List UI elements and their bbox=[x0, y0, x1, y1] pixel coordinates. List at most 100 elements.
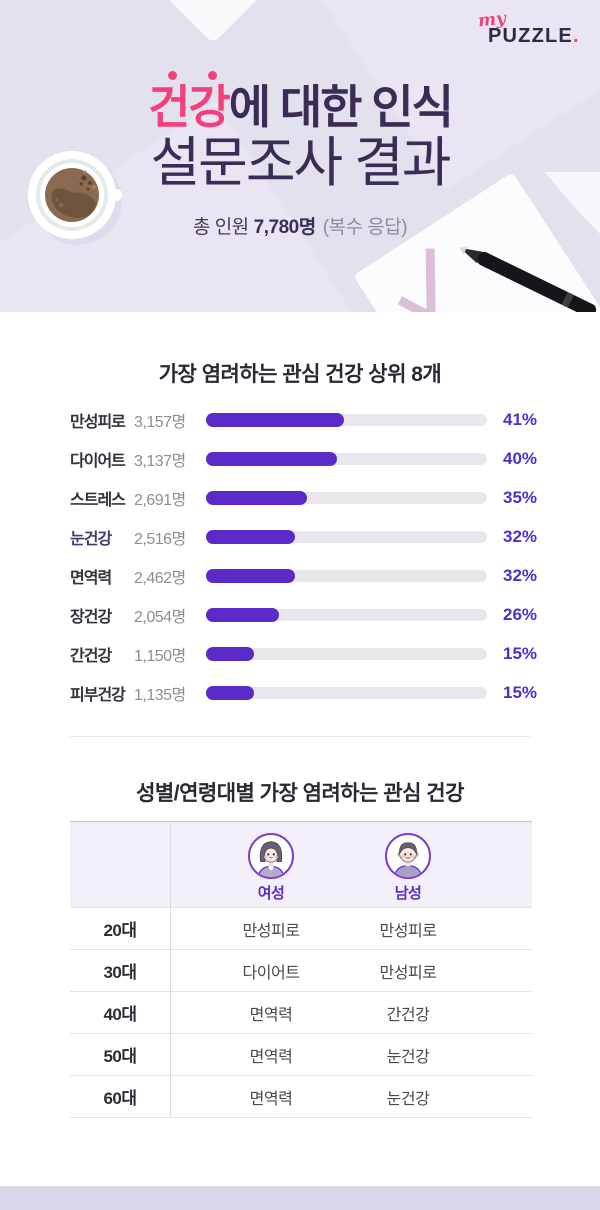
bar-chart: 만성피로 3,157명 41% 다이어트 3,137명 40% 스트레스 2,6… bbox=[0, 400, 600, 712]
chart-bar-fill bbox=[206, 529, 295, 544]
table-female-cell: 면역력 bbox=[171, 992, 371, 1033]
chart-count-label: 1,150명 bbox=[134, 647, 186, 665]
female-value: 면역력 bbox=[249, 1090, 293, 1108]
table-body: 20대 만성피로 만성피로 30대 다이어트 만성피로 40대 면역력 간건강 … bbox=[70, 907, 532, 1117]
table-female-cell: 면역력 bbox=[171, 1034, 371, 1075]
male-value: 눈건강 bbox=[386, 1090, 430, 1108]
chart-percent-label: 15% bbox=[503, 682, 538, 702]
chart-percent-label: 15% bbox=[503, 643, 538, 663]
female-avatar-icon bbox=[248, 833, 294, 879]
chart-count-label: 2,516명 bbox=[134, 530, 186, 548]
table-header-male-cell: 남성 bbox=[371, 822, 445, 907]
chart-category-label: 다이어트 bbox=[70, 452, 126, 470]
chart-bar-fill bbox=[206, 685, 254, 700]
coffee-cup-icon bbox=[28, 151, 122, 245]
chart-row: 간건강 1,150명 15% bbox=[0, 634, 600, 673]
table-age-cell: 40대 bbox=[70, 992, 171, 1033]
chart-title: 가장 염려하는 관심 건강 상위 8개 bbox=[158, 363, 442, 386]
table-male-cell: 간건강 bbox=[371, 992, 445, 1033]
table-age-cell: 30대 bbox=[70, 950, 171, 991]
gender-age-table: 여성 bbox=[70, 821, 532, 1118]
chart-bar-fill bbox=[206, 451, 337, 466]
total-value: 7,780명 bbox=[253, 217, 317, 238]
chart-bar-fill bbox=[206, 646, 254, 661]
female-value: 만성피로 bbox=[242, 922, 300, 940]
table-row: 20대 만성피로 만성피로 bbox=[70, 907, 532, 949]
chart-bar-fill bbox=[206, 568, 295, 583]
total-label: 총 인원 bbox=[192, 217, 249, 238]
male-avatar-icon bbox=[385, 833, 431, 879]
chart-row: 장건강 2,054명 26% bbox=[0, 595, 600, 634]
table-female-cell: 면역력 bbox=[171, 1076, 371, 1117]
chart-row: 면역력 2,462명 32% bbox=[0, 556, 600, 595]
table-female-cell: 다이어트 bbox=[171, 950, 371, 991]
age-label: 50대 bbox=[103, 1047, 137, 1066]
table-male-cell: 만성피로 bbox=[371, 908, 445, 949]
table-age-cell: 20대 bbox=[70, 908, 171, 949]
section-divider bbox=[70, 736, 530, 737]
title-line1: 건강 에 대한 인식 bbox=[0, 71, 600, 133]
chart-category-label: 피부건강 bbox=[70, 686, 126, 704]
chart-count-label: 3,137명 bbox=[134, 452, 186, 470]
chart-count-label: 2,054명 bbox=[134, 608, 186, 626]
male-value: 간건강 bbox=[386, 1006, 430, 1024]
chart-count-label: 3,157명 bbox=[134, 413, 186, 431]
table-row: 30대 다이어트 만성피로 bbox=[70, 949, 532, 991]
chart-row: 눈건강 2,516명 32% bbox=[0, 517, 600, 556]
chart-percent-label: 40% bbox=[503, 448, 538, 468]
chart-percent-label: 41% bbox=[503, 409, 538, 429]
main-title: 건강 에 대한 인식 설문조사 결과 bbox=[0, 71, 600, 193]
gender-age-table-section: 성별/연령대별 가장 염려하는 관심 건강 bbox=[0, 737, 600, 1118]
logo-wordmark: PUZZLE. bbox=[488, 25, 580, 48]
header-banner: my PUZZLE. bbox=[0, 0, 600, 312]
chart-percent-label: 35% bbox=[503, 487, 538, 507]
title-rest-text: 에 대한 인식 bbox=[228, 81, 454, 133]
table-row: 40대 면역력 간건강 bbox=[70, 991, 532, 1033]
chart-bar-track bbox=[206, 412, 487, 427]
chart-bar-track bbox=[206, 490, 487, 505]
logo-name-text: PUZZLE bbox=[488, 25, 573, 47]
chart-bar-fill bbox=[206, 412, 344, 427]
age-label: 20대 bbox=[103, 921, 137, 940]
table-row: 60대 면역력 눈건강 bbox=[70, 1075, 532, 1117]
table-title: 성별/연령대별 가장 염려하는 관심 건강 bbox=[136, 782, 464, 805]
chart-bar-track bbox=[206, 607, 487, 622]
table-header-female-cell: 여성 bbox=[171, 822, 371, 907]
table-male-cell: 눈건강 bbox=[371, 1034, 445, 1075]
female-value: 면역력 bbox=[249, 1048, 293, 1066]
brand-logo: my PUZZLE. bbox=[472, 9, 584, 56]
title-highlight-text: 건강 bbox=[148, 81, 231, 133]
table-header-age-cell bbox=[70, 822, 171, 907]
chart-bar-track bbox=[206, 646, 487, 661]
table-age-cell: 60대 bbox=[70, 1076, 171, 1117]
male-value: 만성피로 bbox=[379, 922, 437, 940]
survey-paper-pen-decoration bbox=[355, 172, 600, 312]
logo-dot: . bbox=[572, 25, 580, 47]
top8-chart-section: 가장 염려하는 관심 건강 상위 8개 만성피로 3,157명 41% 다이어트… bbox=[0, 312, 600, 712]
chart-row: 스트레스 2,691명 35% bbox=[0, 478, 600, 517]
accent-dot bbox=[168, 71, 178, 80]
table-row: 50대 면역력 눈건강 bbox=[70, 1033, 532, 1075]
chart-category-label: 면역력 bbox=[70, 569, 112, 587]
chart-row: 다이어트 3,137명 40% bbox=[0, 439, 600, 478]
chart-category-label: 장건강 bbox=[70, 608, 112, 626]
age-label: 30대 bbox=[103, 963, 137, 982]
chart-row: 만성피로 3,157명 41% bbox=[0, 400, 600, 439]
chart-bar-track bbox=[206, 568, 487, 583]
paper-diamond-decoration bbox=[166, 0, 260, 44]
chart-percent-label: 26% bbox=[503, 604, 538, 624]
female-value: 다이어트 bbox=[242, 964, 300, 982]
chart-bar-track bbox=[206, 529, 487, 544]
title-highlight-wrap: 건강 bbox=[148, 71, 231, 133]
total-respondents: 총 인원 7,780명 (복수 응답) bbox=[0, 212, 600, 239]
chart-count-label: 2,691명 bbox=[134, 491, 186, 509]
female-column-label: 여성 bbox=[257, 885, 285, 902]
male-column-label: 남성 bbox=[394, 885, 422, 902]
male-value: 눈건강 bbox=[386, 1048, 430, 1066]
chart-category-label: 간건강 bbox=[70, 647, 112, 665]
chart-bar-track bbox=[206, 685, 487, 700]
table-male-cell: 눈건강 bbox=[371, 1076, 445, 1117]
chart-bar-track bbox=[206, 451, 487, 466]
chart-category-label: 눈건강 bbox=[70, 530, 112, 548]
title-line2: 설문조사 결과 bbox=[150, 133, 451, 193]
